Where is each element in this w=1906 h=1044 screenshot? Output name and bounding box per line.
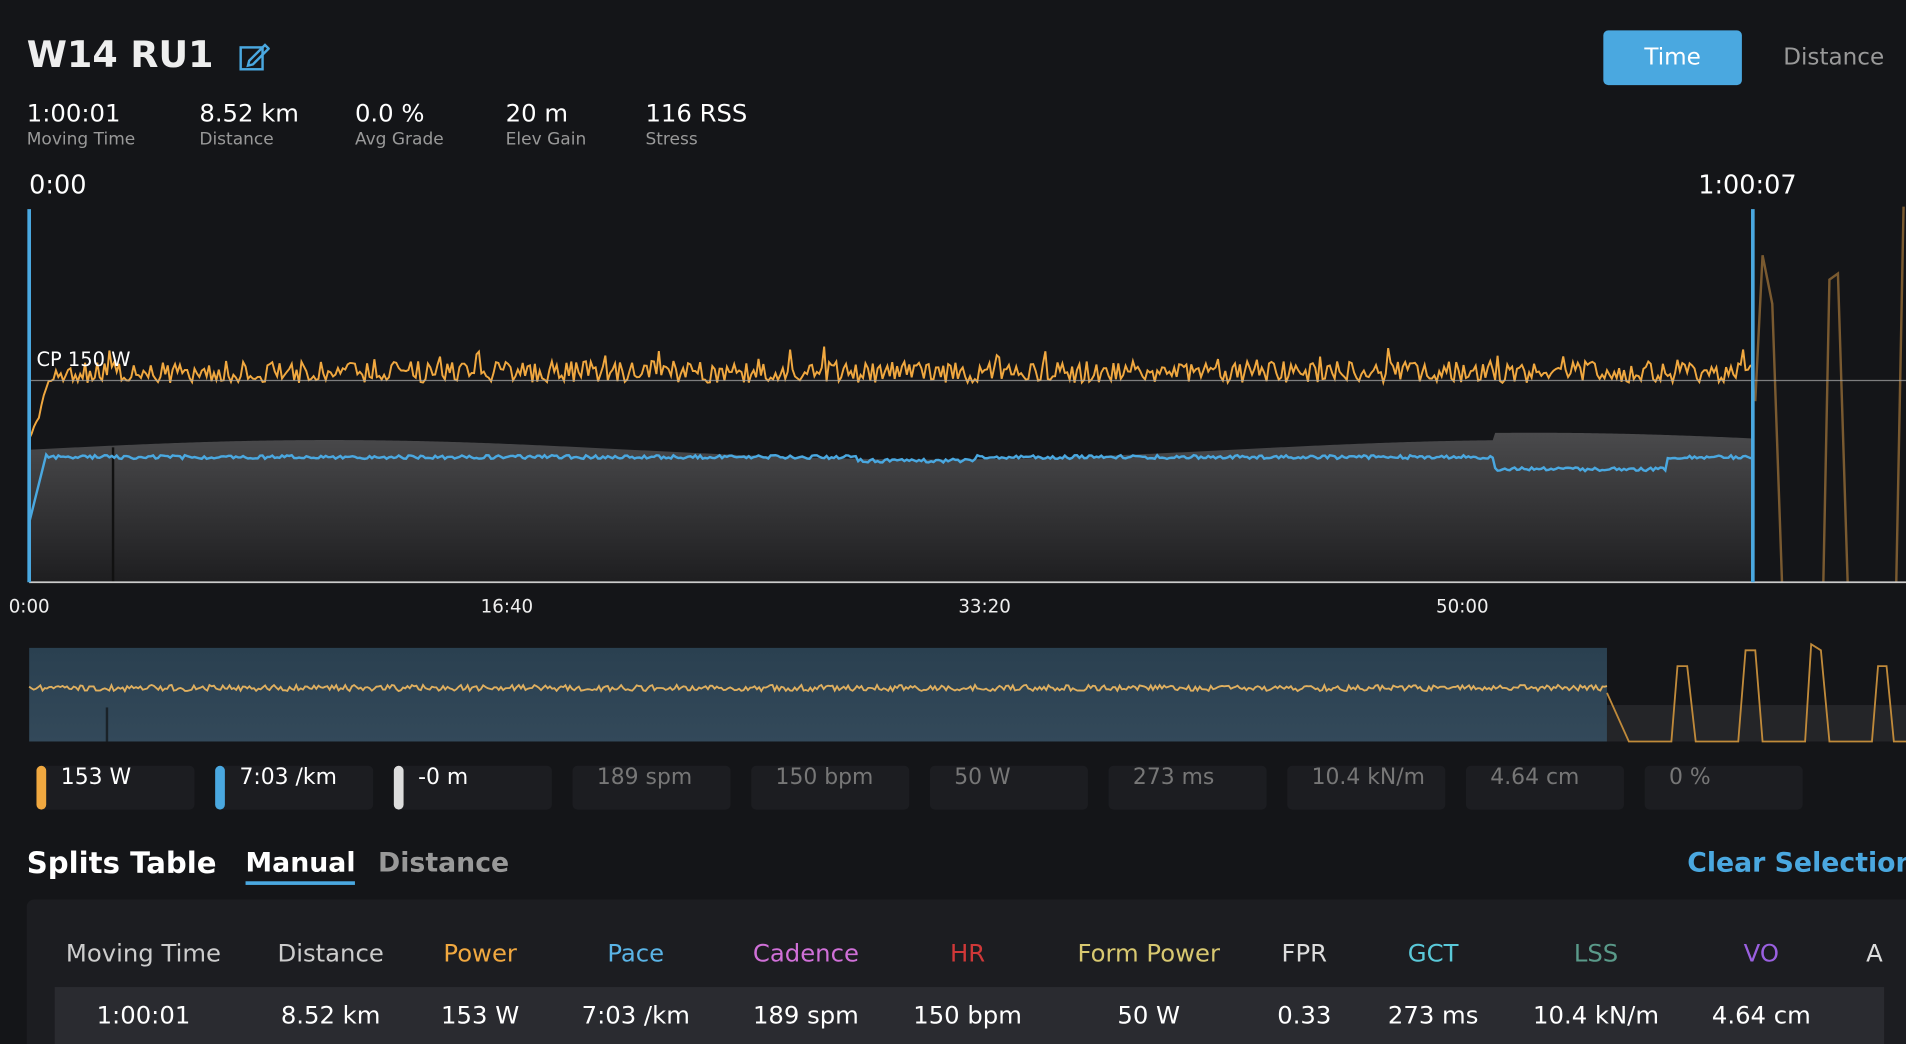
table-header: Cadence xyxy=(752,938,859,968)
chart: 0:00 1:00:07 CP 150 W xyxy=(27,170,1906,743)
table-cell: 153 W xyxy=(441,1000,520,1030)
cp-label: CP 150 W xyxy=(36,348,130,371)
stat-value: 20 m xyxy=(505,98,569,128)
chip-value: 7:03 /km xyxy=(239,764,337,791)
stat-label: Distance xyxy=(199,130,274,150)
stat-label: Avg Grade xyxy=(354,130,444,150)
x-tick-label: 33:20 xyxy=(958,595,1011,618)
trace xyxy=(27,452,1754,523)
table-cell: 1:00:01 xyxy=(96,1000,191,1030)
metric-chip: 0 % xyxy=(1644,764,1803,810)
trace xyxy=(1606,642,1906,743)
table-cell: 150 bpm xyxy=(913,1000,1022,1030)
table-header: HR xyxy=(949,938,986,968)
chip-value: 10.4 kN/m xyxy=(1311,764,1425,791)
time-toggle[interactable]: Time xyxy=(1603,30,1742,86)
table-header: GCT xyxy=(1407,938,1459,968)
stat-value: 116 RSS xyxy=(645,98,748,128)
x-tick-label: 0:00 xyxy=(8,595,50,618)
chip-bar xyxy=(215,765,225,810)
chip-value: 50 W xyxy=(954,764,1011,791)
stat-value: 0.0 % xyxy=(354,98,425,128)
stat-label: Stress xyxy=(645,130,698,150)
splits-title: Splits Table xyxy=(26,846,217,881)
clear-selection[interactable]: Clear Selection xyxy=(1687,848,1906,879)
metric-chip: 273 ms xyxy=(1108,764,1267,810)
table-header: Distance xyxy=(277,938,384,968)
chip-value: 189 spm xyxy=(596,764,693,791)
table-header: Power xyxy=(443,938,517,968)
table-cell: 189 spm xyxy=(752,1000,859,1030)
metric-chip: 189 spm xyxy=(572,764,731,810)
chip-value: -0 m xyxy=(418,764,469,791)
chip-value: 0 % xyxy=(1668,764,1711,791)
edit-icon[interactable] xyxy=(238,41,270,73)
workout-title: W14 RU1 xyxy=(26,34,214,77)
trace xyxy=(1754,206,1905,583)
trace xyxy=(1606,705,1906,742)
chip-value: 150 bpm xyxy=(775,764,874,791)
table-cell: 0.33 xyxy=(1277,1000,1332,1030)
chip-bar xyxy=(393,765,404,810)
distance-toggle[interactable]: Distance xyxy=(1783,43,1885,71)
chip-bar xyxy=(36,765,47,810)
chip-value: 4.64 cm xyxy=(1490,764,1580,791)
table-header: VO xyxy=(1743,938,1780,968)
range-start: 0:00 xyxy=(29,170,86,200)
table-cell: 50 W xyxy=(1117,1000,1181,1030)
metric-chip: 50 W xyxy=(929,764,1088,810)
chip-value: 273 ms xyxy=(1132,764,1215,791)
table-cell: 4.64 cm xyxy=(1711,1000,1811,1030)
stat-label: Elev Gain xyxy=(505,130,587,150)
split-row[interactable] xyxy=(54,987,1885,1044)
table-header: Pace xyxy=(607,938,665,968)
trace xyxy=(28,346,1753,440)
trace xyxy=(29,432,1753,583)
metric-chip: 153 W xyxy=(36,764,195,810)
stat-value: 8.52 km xyxy=(199,98,299,128)
table-cell: 7:03 /km xyxy=(581,1000,690,1030)
metric-chip: 150 bpm xyxy=(751,764,910,810)
stat-label: Moving Time xyxy=(26,130,136,150)
metric-chip: 7:03 /km xyxy=(215,764,374,810)
table-cell: 8.52 km xyxy=(280,1000,381,1030)
table-header: FPR xyxy=(1281,938,1328,968)
metric-chip: -0 m xyxy=(393,764,552,810)
table-header: Form Power xyxy=(1077,938,1220,968)
x-tick-label: 50:00 xyxy=(1436,595,1489,618)
range-end: 1:00:07 xyxy=(1698,170,1796,200)
stat-value: 1:00:01 xyxy=(26,98,121,128)
chip-value: 153 W xyxy=(60,764,132,791)
table-header: Moving Time xyxy=(65,938,221,968)
table-cell: 273 ms xyxy=(1387,1000,1479,1030)
tab-distance[interactable]: Distance xyxy=(378,848,510,879)
x-tick-label: 16:40 xyxy=(480,595,534,618)
table-header: LSS xyxy=(1573,938,1619,968)
table-cell: 10.4 kN/m xyxy=(1533,1000,1660,1030)
metric-chip: 4.64 cm xyxy=(1465,764,1624,810)
table-header: A xyxy=(1866,938,1883,968)
metric-chip: 10.4 kN/m xyxy=(1287,764,1446,810)
trace xyxy=(29,647,1607,742)
trace xyxy=(28,682,1608,693)
tab-manual[interactable]: Manual xyxy=(245,848,356,885)
